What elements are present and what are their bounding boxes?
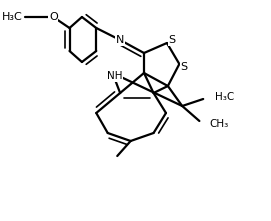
Text: NH: NH (107, 71, 122, 81)
Text: S: S (168, 35, 175, 45)
Text: CH₃: CH₃ (209, 119, 228, 129)
Text: H₃C: H₃C (215, 92, 234, 102)
Text: O: O (49, 12, 58, 22)
Text: N: N (116, 35, 124, 45)
Text: S: S (180, 62, 188, 72)
Text: H₃C: H₃C (2, 12, 23, 22)
